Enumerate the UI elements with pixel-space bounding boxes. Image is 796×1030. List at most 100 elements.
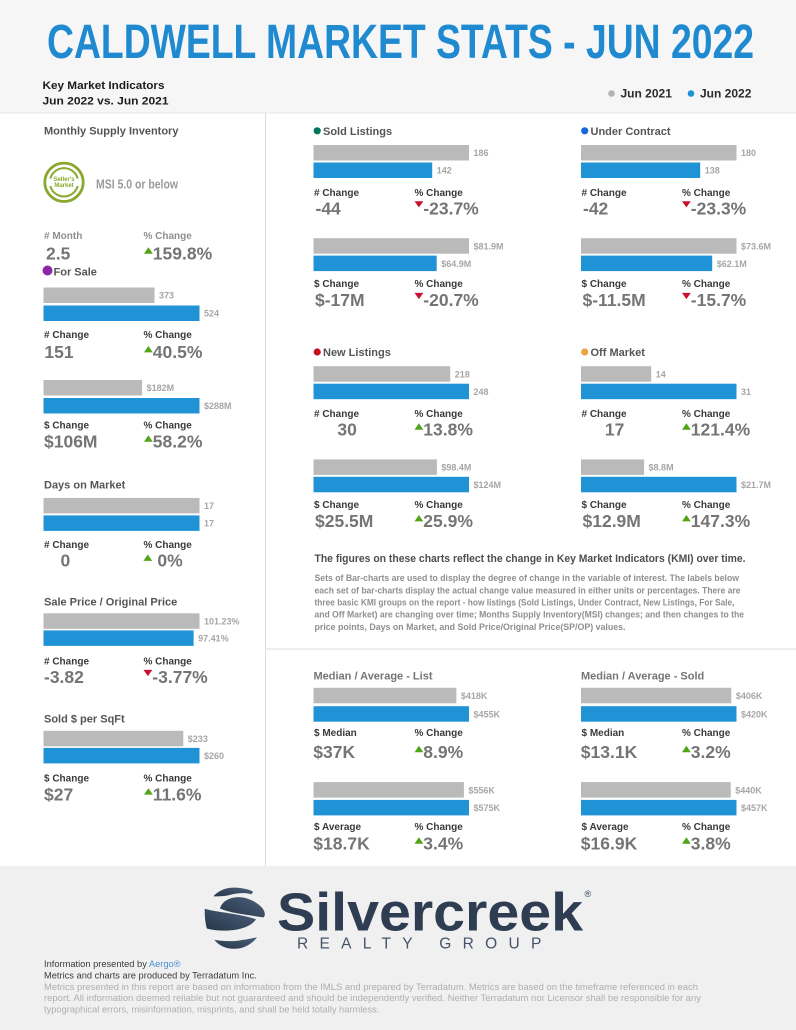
svg-text:-20.7%: -20.7% — [423, 290, 479, 310]
svg-text:$ Change: $ Change — [582, 279, 627, 290]
svg-text:248: 248 — [474, 387, 489, 397]
svg-text:Median / Average - Sold: Median / Average - Sold — [581, 671, 704, 683]
svg-text:% Change: % Change — [144, 421, 193, 432]
svg-text:# Change: # Change — [44, 330, 89, 341]
svg-text:8.9%: 8.9% — [423, 742, 463, 762]
svg-text:$ Change: $ Change — [314, 279, 359, 290]
svg-text:3.2%: 3.2% — [691, 742, 731, 762]
svg-text:$182M: $182M — [147, 383, 175, 393]
svg-text:Jun 2022: Jun 2022 — [700, 87, 752, 101]
svg-text:-23.3%: -23.3% — [691, 198, 747, 218]
svg-text:17: 17 — [204, 519, 214, 529]
svg-text:Information presented by Aergo: Information presented by Aergo® — [44, 959, 181, 969]
svg-text:$ Change: $ Change — [582, 500, 627, 511]
svg-text:% Change: % Change — [415, 822, 464, 833]
svg-text:218: 218 — [455, 369, 470, 379]
svg-text:and Off Market) are changing o: and Off Market) are changing over time; … — [315, 610, 745, 621]
svg-text:-44: -44 — [316, 198, 342, 218]
svg-text:Seller's: Seller's — [53, 177, 75, 183]
svg-text:% Change: % Change — [144, 231, 193, 242]
svg-text:14: 14 — [656, 369, 666, 379]
svg-text:$12.9M: $12.9M — [583, 511, 641, 531]
svg-text:30: 30 — [337, 420, 357, 440]
svg-text:$124M: $124M — [474, 480, 502, 490]
svg-text:$62.1M: $62.1M — [717, 259, 747, 269]
svg-text:typographical errors, misinfor: typographical errors, misinformation, mi… — [44, 1004, 379, 1014]
svg-text:151: 151 — [44, 342, 73, 362]
svg-text:% Change: % Change — [415, 279, 464, 290]
svg-text:31: 31 — [741, 387, 751, 397]
svg-text:Off Market: Off Market — [591, 347, 646, 359]
svg-text:# Change: # Change — [314, 409, 359, 420]
svg-text:121.4%: 121.4% — [691, 420, 751, 440]
svg-text:Metrics presented in this repo: Metrics presented in this report are bas… — [44, 982, 698, 992]
svg-text:% Change: % Change — [144, 330, 193, 341]
svg-text:$ Median: $ Median — [314, 728, 357, 739]
svg-text:% Change: % Change — [415, 409, 464, 420]
svg-text:Days on Market: Days on Market — [44, 480, 126, 492]
svg-text:REALTY GROUP: REALTY GROUP — [297, 935, 553, 952]
svg-text:Under Contract: Under Contract — [591, 126, 671, 138]
svg-text:% Change: % Change — [682, 409, 731, 420]
svg-text:180: 180 — [741, 148, 756, 158]
svg-text:$81.9M: $81.9M — [474, 241, 504, 251]
svg-text:$457K: $457K — [741, 803, 768, 813]
svg-text:each set of bar-charts display: each set of bar-charts display the actua… — [315, 585, 741, 596]
svg-text:$575K: $575K — [474, 803, 501, 813]
svg-text:97.41%: 97.41% — [198, 634, 229, 644]
svg-text:-23.7%: -23.7% — [423, 198, 479, 218]
svg-text:$37K: $37K — [313, 742, 355, 762]
svg-text:$21.7M: $21.7M — [741, 480, 771, 490]
svg-text:% Change: % Change — [415, 188, 464, 199]
svg-text:Jun 2022 vs. Jun 2021: Jun 2022 vs. Jun 2021 — [43, 95, 169, 107]
svg-text:$418K: $418K — [461, 691, 488, 701]
svg-text:-15.7%: -15.7% — [691, 290, 747, 310]
svg-text:$ Change: $ Change — [44, 773, 89, 784]
svg-text:$106M: $106M — [44, 432, 98, 452]
svg-text:$233: $233 — [188, 734, 208, 744]
svg-text:% Change: % Change — [144, 656, 193, 667]
svg-text:Sold $ per SqFt: Sold $ per SqFt — [44, 713, 125, 725]
svg-text:138: 138 — [705, 166, 720, 176]
svg-text:$13.1K: $13.1K — [581, 742, 638, 762]
svg-text:$ Average: $ Average — [314, 822, 362, 833]
svg-text:$440K: $440K — [735, 785, 762, 795]
svg-text:% Change: % Change — [415, 500, 464, 511]
svg-text:Monthly Supply Inventory: Monthly Supply Inventory — [44, 126, 179, 138]
svg-text:Sale Price / Original Price: Sale Price / Original Price — [44, 596, 177, 608]
svg-text:$ Median: $ Median — [582, 728, 625, 739]
svg-text:$406K: $406K — [736, 691, 763, 701]
svg-text:% Change: % Change — [682, 728, 731, 739]
svg-text:$-17M: $-17M — [315, 290, 365, 310]
svg-text:For Sale: For Sale — [54, 267, 97, 279]
svg-text:25.9%: 25.9% — [423, 511, 473, 531]
svg-text:# Month: # Month — [44, 231, 82, 242]
svg-text:$16.9K: $16.9K — [581, 834, 638, 854]
svg-text:$25.5M: $25.5M — [315, 511, 373, 531]
svg-text:New Listings: New Listings — [323, 347, 391, 359]
svg-text:373: 373 — [159, 291, 174, 301]
svg-text:% Change: % Change — [144, 540, 193, 551]
svg-text:Silvercreek: Silvercreek — [277, 882, 584, 942]
svg-text:$ Average: $ Average — [582, 822, 630, 833]
svg-text:0: 0 — [61, 551, 71, 571]
svg-text:% Change: % Change — [682, 279, 731, 290]
svg-text:MSI 5.0 or below: MSI 5.0 or below — [96, 178, 178, 192]
svg-text:11.6%: 11.6% — [153, 784, 202, 804]
svg-text:Key Market Indicators: Key Market Indicators — [43, 80, 165, 92]
svg-text:% Change: % Change — [144, 773, 193, 784]
svg-text:$27: $27 — [44, 784, 73, 804]
svg-text:-3.77%: -3.77% — [152, 667, 208, 687]
svg-text:report. All information deemed: report. All information deemed reliable … — [44, 993, 701, 1003]
svg-text:$556K: $556K — [468, 785, 495, 795]
svg-text:$-11.5M: $-11.5M — [583, 290, 646, 310]
svg-text:Jun 2021: Jun 2021 — [621, 87, 673, 101]
svg-text:186: 186 — [474, 148, 489, 158]
svg-text:-42: -42 — [583, 198, 609, 218]
svg-text:$ Change: $ Change — [314, 500, 359, 511]
svg-text:159.8%: 159.8% — [153, 244, 213, 264]
svg-text:2.5: 2.5 — [46, 244, 71, 264]
svg-text:3.8%: 3.8% — [691, 834, 731, 854]
svg-text:# Change: # Change — [582, 188, 627, 199]
svg-text:$64.9M: $64.9M — [441, 259, 471, 269]
